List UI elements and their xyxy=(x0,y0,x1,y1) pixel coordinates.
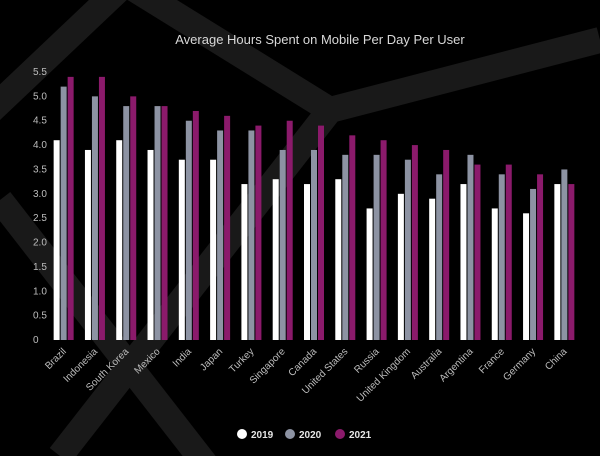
bar-2019 xyxy=(147,149,154,340)
bar-2021 xyxy=(255,125,262,340)
bar-2020 xyxy=(467,154,474,340)
bar-2020 xyxy=(91,96,98,340)
bar-2019 xyxy=(84,149,91,340)
legend-marker xyxy=(335,429,345,439)
bar-2021 xyxy=(349,135,356,340)
bar-2021 xyxy=(568,184,575,340)
bar-2021 xyxy=(130,96,137,340)
bar-2020 xyxy=(530,188,537,340)
bar-2021 xyxy=(318,125,324,340)
x-tick-label: India xyxy=(171,346,194,369)
bar-2020 xyxy=(404,159,411,340)
bar-2020 xyxy=(498,174,505,340)
bar-2019 xyxy=(491,208,498,340)
legend-marker xyxy=(237,429,247,439)
bars xyxy=(53,76,575,341)
bar-2019 xyxy=(241,184,248,340)
bar-2020 xyxy=(561,169,568,340)
x-tick-label: Germany xyxy=(501,346,538,383)
bar-2019 xyxy=(460,184,467,340)
bar-2020 xyxy=(436,174,443,340)
y-tick-label: 2.0 xyxy=(33,238,47,249)
bar-2021 xyxy=(286,120,293,341)
bar-2021 xyxy=(380,140,387,340)
y-tick-label: 2.5 xyxy=(33,213,47,224)
bar-2021 xyxy=(537,174,544,340)
x-tick-label: France xyxy=(477,346,507,376)
x-tick-label: Argentina xyxy=(438,346,476,384)
y-tick-label: 1.0 xyxy=(33,286,47,297)
bar-2019 xyxy=(335,179,342,340)
bar-2019 xyxy=(397,193,404,340)
y-tick-label: 0 xyxy=(33,335,39,346)
bar-2021 xyxy=(224,115,231,340)
bar-2020 xyxy=(279,149,286,340)
legend-marker xyxy=(285,429,295,439)
bar-2021 xyxy=(505,164,512,340)
bar-2019 xyxy=(523,213,530,340)
bar-2021 xyxy=(67,76,74,340)
bar-2019 xyxy=(210,159,217,340)
bar-2020 xyxy=(311,149,317,340)
y-tick-label: 4.5 xyxy=(33,116,47,127)
bar-2021 xyxy=(98,76,105,340)
legend-label: 2020 xyxy=(299,430,322,441)
x-tick-label: China xyxy=(543,346,570,373)
bar-2020 xyxy=(342,154,349,340)
bar-2020 xyxy=(185,120,192,341)
bar-2021 xyxy=(443,149,450,340)
x-tick-label: United Kingdom xyxy=(355,346,413,404)
legend-label: 2021 xyxy=(349,430,372,441)
bar-2021 xyxy=(192,110,199,341)
bar-2020 xyxy=(217,130,224,340)
y-tick-label: 3.5 xyxy=(33,164,47,175)
bar-2019 xyxy=(272,179,279,340)
bar-2019 xyxy=(429,198,436,340)
chart-title: Average Hours Spent on Mobile Per Day Pe… xyxy=(175,32,465,47)
bar-2020 xyxy=(154,106,161,340)
bar-2019 xyxy=(554,184,561,340)
x-tick-label: Turkey xyxy=(227,346,256,375)
y-tick-label: 3.0 xyxy=(33,189,47,200)
bar-2021 xyxy=(411,145,418,340)
y-tick-label: 0.5 xyxy=(33,311,47,322)
bar-2020 xyxy=(60,86,67,340)
bar-2019 xyxy=(178,159,185,340)
y-tick-label: 1.5 xyxy=(33,262,47,273)
legend: 2019 2020 2021 xyxy=(237,429,372,441)
bar-2019 xyxy=(304,184,310,340)
y-tick-label: 5.5 xyxy=(33,67,47,78)
bar-2020 xyxy=(373,154,380,340)
bar-2019 xyxy=(366,208,373,340)
y-tick-label: 4.0 xyxy=(33,140,47,151)
x-tick-label: Russia xyxy=(352,346,382,376)
bar-2019 xyxy=(116,140,123,340)
bar-2019 xyxy=(53,140,60,340)
bar-2020 xyxy=(123,106,130,340)
x-tick-label: Brazil xyxy=(43,346,68,371)
x-tick-label: Japan xyxy=(198,346,225,373)
bar-2021 xyxy=(474,164,481,340)
y-tick-label: 5.0 xyxy=(33,91,47,102)
y-axis: 0 0.5 1.0 1.5 2.0 2.5 3.0 3.5 4.0 4.5 5.0 5.5 xyxy=(33,67,47,346)
bar-2020 xyxy=(248,130,255,340)
legend-label: 2019 xyxy=(251,430,274,441)
bar-2021 xyxy=(161,106,168,340)
